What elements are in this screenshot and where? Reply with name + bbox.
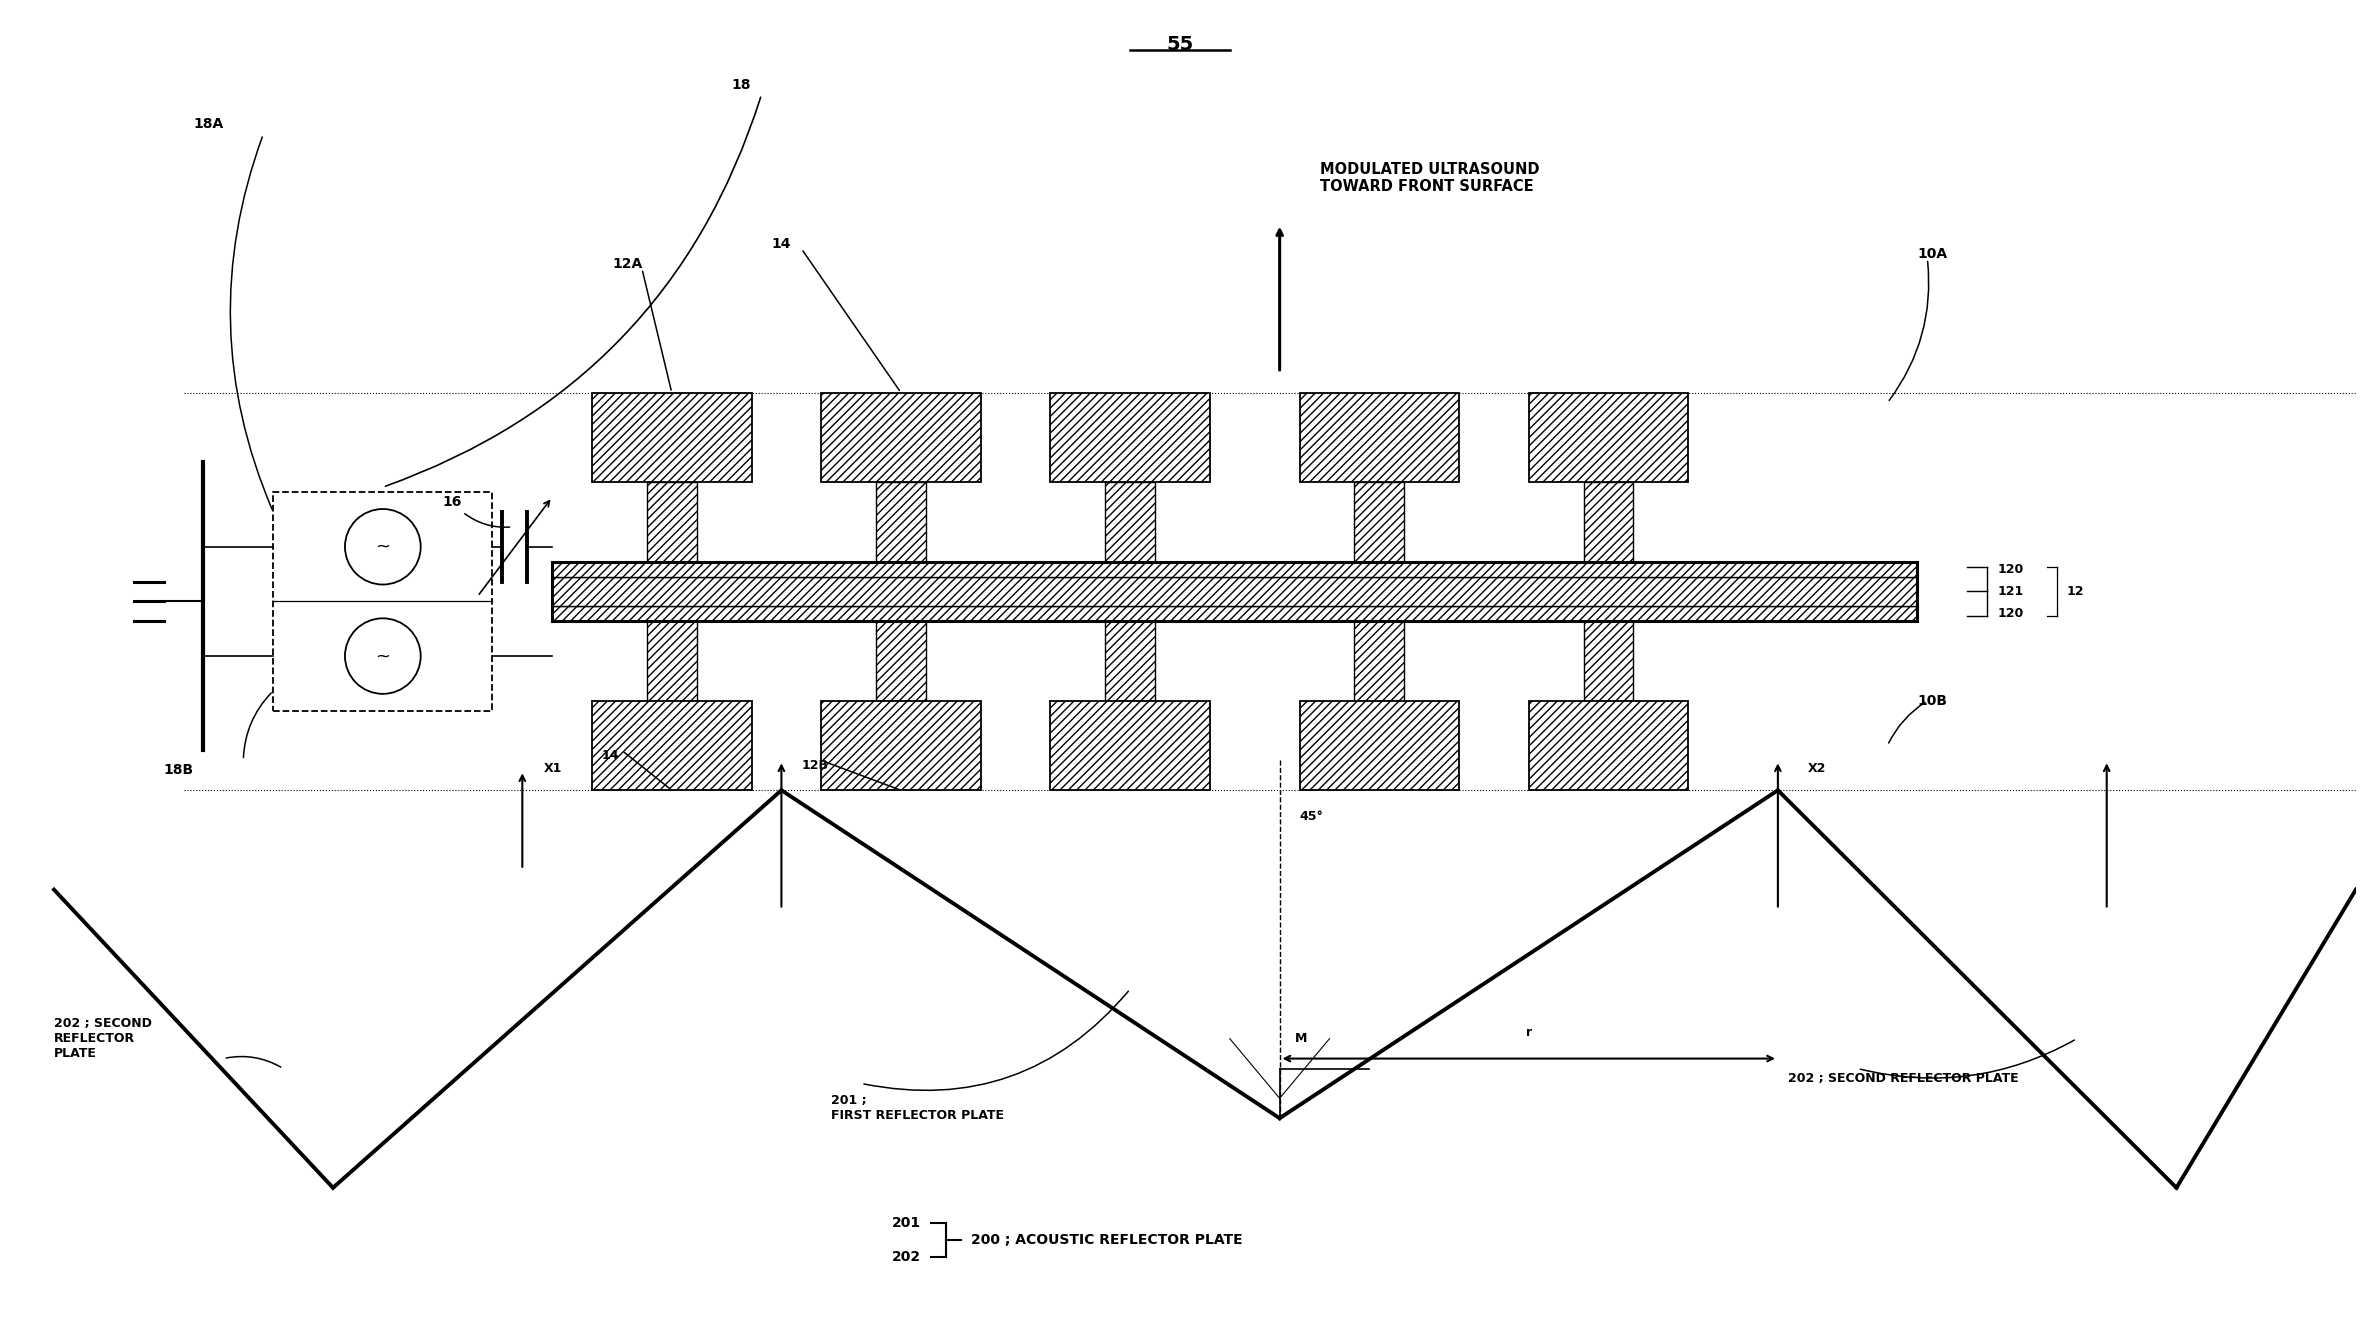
Text: 14: 14 — [772, 236, 791, 251]
Bar — [647, 621, 696, 701]
Text: X2: X2 — [1808, 762, 1827, 775]
Text: 45°: 45° — [1300, 810, 1324, 823]
Text: 18A: 18A — [194, 118, 224, 131]
Text: 14: 14 — [602, 750, 621, 762]
Text: 201 ;
FIRST REFLECTOR PLATE: 201 ; FIRST REFLECTOR PLATE — [831, 1094, 1005, 1122]
Bar — [647, 483, 696, 562]
Bar — [552, 562, 1916, 577]
Text: 16: 16 — [444, 495, 463, 510]
Text: 18B: 18B — [163, 763, 194, 778]
Text: 202 ; SECOND
REFLECTOR
PLATE: 202 ; SECOND REFLECTOR PLATE — [54, 1018, 151, 1061]
Bar — [552, 562, 1916, 621]
Bar — [1300, 393, 1458, 483]
Text: 12: 12 — [2067, 585, 2084, 598]
Bar — [1584, 621, 1633, 701]
Bar — [1584, 483, 1633, 562]
Bar — [1355, 621, 1404, 701]
Bar — [1104, 483, 1154, 562]
Text: 12B: 12B — [802, 759, 828, 772]
Bar — [1300, 701, 1458, 790]
Bar — [592, 701, 750, 790]
Bar — [1050, 701, 1211, 790]
Text: 10B: 10B — [1916, 693, 1947, 708]
Text: 202: 202 — [892, 1250, 920, 1265]
Bar — [274, 492, 493, 711]
Text: 55: 55 — [1166, 35, 1194, 54]
Text: r: r — [1525, 1026, 1532, 1039]
Text: 200 ; ACOUSTIC REFLECTOR PLATE: 200 ; ACOUSTIC REFLECTOR PLATE — [970, 1232, 1241, 1247]
Bar — [1355, 483, 1404, 562]
Text: MODULATED ULTRASOUND
TOWARD FRONT SURFACE: MODULATED ULTRASOUND TOWARD FRONT SURFAC… — [1319, 161, 1539, 194]
Text: M: M — [1296, 1033, 1307, 1045]
Text: 18: 18 — [732, 78, 750, 91]
Text: ~: ~ — [375, 538, 389, 555]
Text: 120: 120 — [1997, 607, 2023, 620]
Text: 121: 121 — [1997, 585, 2023, 598]
Bar — [876, 621, 925, 701]
Bar — [592, 393, 750, 483]
Bar — [821, 393, 982, 483]
Text: ~: ~ — [375, 648, 389, 665]
Bar — [552, 577, 1916, 606]
Bar — [1104, 621, 1154, 701]
Text: 10A: 10A — [1916, 247, 1947, 260]
Bar — [1529, 393, 1687, 483]
Bar — [1529, 701, 1687, 790]
Text: 201: 201 — [892, 1215, 920, 1230]
Bar — [821, 701, 982, 790]
Text: X1: X1 — [543, 762, 562, 775]
Bar — [876, 483, 925, 562]
Text: 202 ; SECOND REFLECTOR PLATE: 202 ; SECOND REFLECTOR PLATE — [1789, 1071, 2018, 1085]
Text: 12A: 12A — [611, 256, 642, 271]
Text: 120: 120 — [1997, 563, 2023, 577]
Bar — [1050, 393, 1211, 483]
Bar — [552, 606, 1916, 621]
